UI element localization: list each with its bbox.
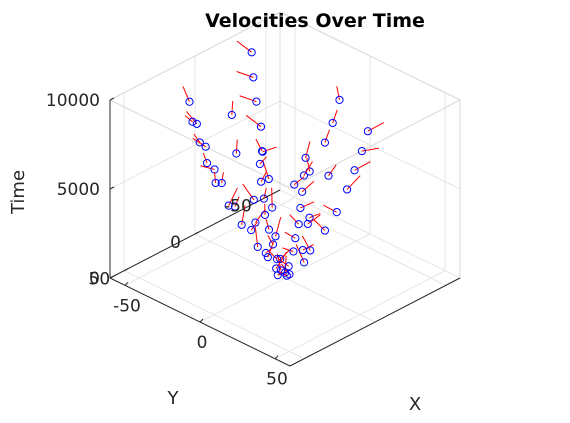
velocity-arrow xyxy=(333,110,338,123)
chart-title: Velocities Over Time xyxy=(205,10,425,32)
x-tick-label: 0 xyxy=(197,333,208,353)
velocity-arrow xyxy=(222,172,224,183)
x-axis-far-line xyxy=(290,278,460,366)
x-axis-label: X xyxy=(409,394,421,415)
velocity-arrow xyxy=(325,130,330,143)
z-tick-mark xyxy=(110,98,114,100)
velocity-arrow xyxy=(280,250,289,259)
velocity-arrow xyxy=(236,140,237,154)
y-tick-label: 50 xyxy=(89,270,111,290)
z-tick-label: 10000 xyxy=(46,91,100,111)
position-marker xyxy=(248,227,255,234)
y-tick-label: 0 xyxy=(170,233,181,253)
velocity-arrow xyxy=(347,176,360,190)
y-axis-label: Y xyxy=(167,388,180,409)
data-layer xyxy=(183,41,384,279)
y-tick-label: -50 xyxy=(224,196,252,216)
y-tick-mark xyxy=(124,269,128,271)
z-tick-mark xyxy=(110,276,114,278)
x-tick-label: -50 xyxy=(113,296,141,316)
axes-box xyxy=(110,12,460,366)
velocity-arrow xyxy=(290,215,299,224)
velocity-arrow xyxy=(355,162,371,171)
y-tick-mark xyxy=(195,232,199,234)
grid-line xyxy=(200,234,370,322)
velocity-arrow xyxy=(237,41,252,52)
velocity-arrow xyxy=(302,181,314,192)
box-edge xyxy=(290,100,460,188)
z-tick-mark xyxy=(110,187,114,189)
grid-line xyxy=(275,271,445,359)
velocity-arrow xyxy=(232,101,233,115)
z-tick-label: 5000 xyxy=(57,180,100,200)
velocity-arrow xyxy=(266,219,269,229)
z-axis-label: Time xyxy=(8,170,29,215)
velocity-arrow xyxy=(246,115,261,126)
x-tick-label: 50 xyxy=(266,370,288,390)
velocity-arrow xyxy=(215,172,216,183)
